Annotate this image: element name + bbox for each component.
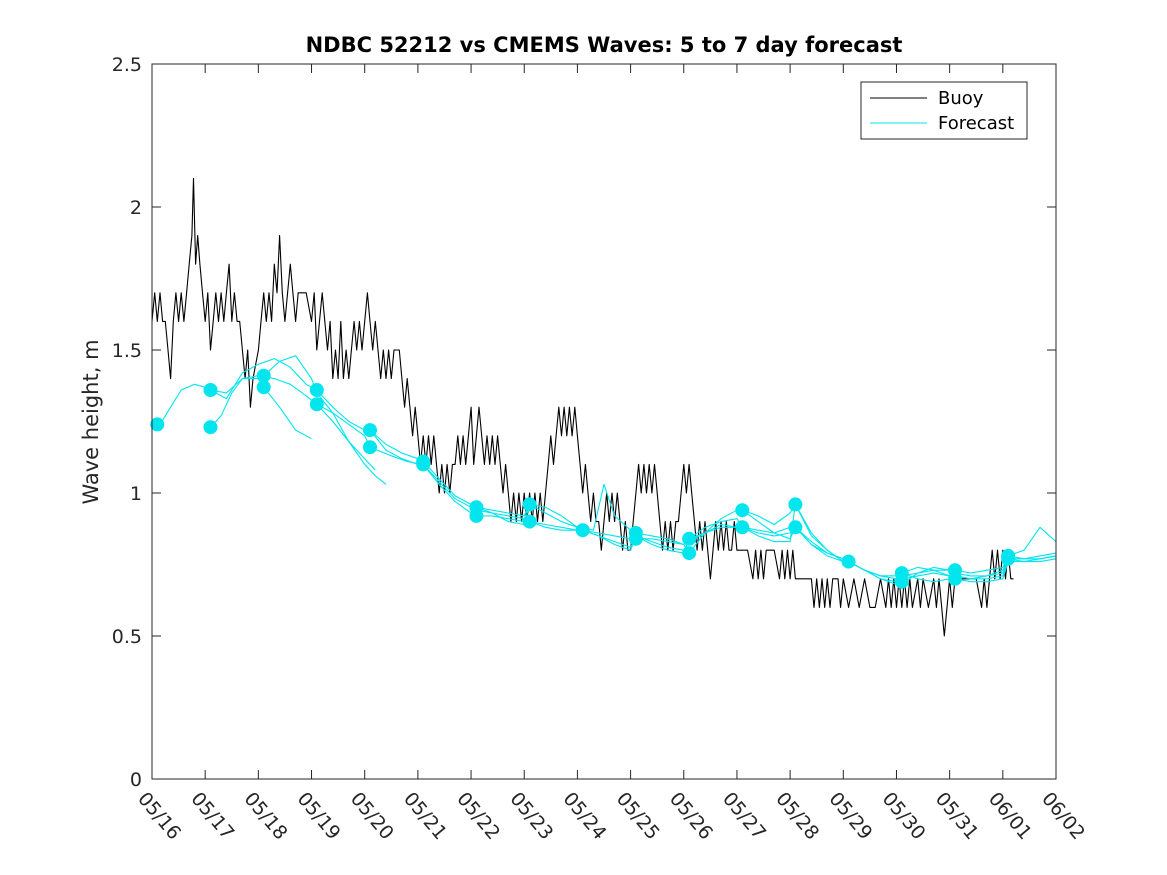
x-tick-label-16: 06/01 (984, 788, 1036, 844)
x-tick-label-0: 05/16 (133, 788, 185, 844)
forecast-marker-12 (469, 508, 484, 523)
buoy-series-line (151, 177, 1014, 637)
forecast-marker-10 (416, 457, 431, 472)
legend: Buoy Forecast (860, 81, 1028, 140)
y-tick-label-2: 1 (130, 483, 142, 505)
forecast-series-line-6 (369, 429, 1057, 583)
x-tick-label-15: 05/31 (931, 788, 983, 844)
x-tick-label-14: 05/30 (878, 788, 930, 844)
y-axis-ticks: 0 0.5 1 1.5 2 2.5 (112, 54, 1056, 791)
forecast-marker-0 (150, 417, 165, 432)
forecast-marker-1 (203, 383, 218, 397)
x-tick-label-17: 06/02 (1037, 788, 1089, 844)
forecast-marker-15 (575, 523, 590, 538)
chart-title: NDBC 52212 vs CMEMS Waves: 5 to 7 day fo… (306, 33, 903, 57)
forecast-marker-4 (256, 380, 271, 395)
x-tick-label-6: 05/22 (452, 788, 504, 844)
forecast-marker-5 (309, 383, 324, 397)
y-tick-label-4: 2 (130, 197, 142, 219)
plot-area (150, 63, 1057, 780)
forecast-marker-6 (309, 397, 324, 412)
x-tick-label-7: 05/23 (505, 788, 557, 844)
x-tick-label-5: 05/21 (399, 788, 451, 844)
y-tick-label-0: 0 (130, 769, 142, 791)
x-tick-label-13: 05/29 (824, 788, 876, 844)
x-tick-label-8: 05/24 (559, 788, 611, 844)
forecast-marker-28 (948, 571, 962, 586)
forecast-marker-23 (788, 520, 803, 535)
x-tick-label-9: 05/25 (612, 788, 664, 844)
forecast-marker-2 (203, 420, 218, 435)
plot-background (152, 64, 1056, 779)
legend-label-forecast: Forecast (938, 113, 1014, 134)
forecast-marker-21 (735, 520, 750, 535)
x-tick-label-1: 05/17 (186, 788, 238, 844)
y-tick-label-5: 2.5 (112, 54, 142, 76)
forecast-marker-7 (363, 423, 377, 438)
legend-label-buoy: Buoy (938, 88, 984, 109)
x-tick-label-4: 05/20 (346, 788, 398, 844)
forecast-series-line-5 (316, 403, 376, 471)
x-tick-label-2: 05/18 (240, 788, 292, 844)
x-tick-label-11: 05/27 (718, 788, 770, 844)
forecast-marker-20 (735, 503, 750, 518)
forecast-marker-13 (522, 497, 537, 512)
forecast-marker-30 (1001, 551, 1016, 566)
x-tick-label-12: 05/28 (771, 788, 823, 844)
forecast-marker-22 (788, 497, 803, 512)
forecast-marker-24 (841, 554, 856, 569)
forecast-marker-26 (894, 574, 909, 589)
y-tick-label-1: 0.5 (112, 626, 142, 648)
axes-box (151, 63, 1057, 780)
x-tick-label-10: 05/26 (665, 788, 717, 844)
y-axis-label: Wave height, m (79, 339, 103, 504)
x-tick-label-3: 05/19 (293, 788, 345, 844)
y-tick-label-3: 1.5 (112, 340, 142, 362)
forecast-marker-19 (682, 546, 697, 561)
forecast-marker-17 (628, 531, 643, 546)
forecast-series-line-4 (263, 355, 387, 485)
forecast-marker-18 (682, 531, 697, 546)
forecast-marker-14 (522, 514, 537, 529)
forecast-marker-8 (363, 440, 377, 455)
legend-box (860, 81, 1028, 140)
